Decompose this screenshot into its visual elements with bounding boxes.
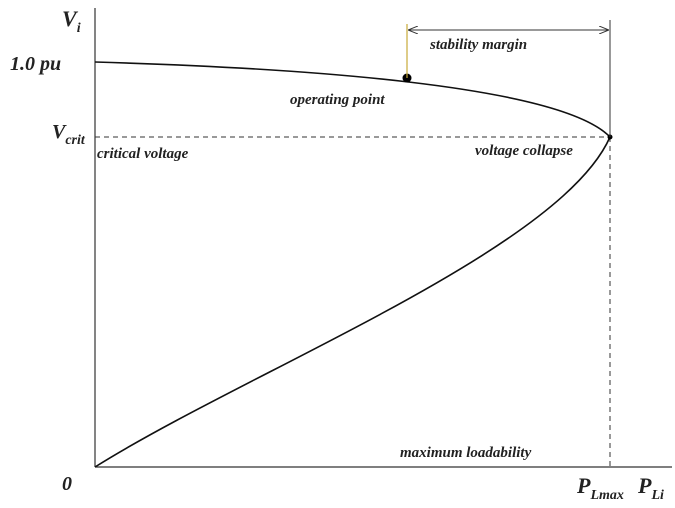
y-axis-subscript: i: [77, 21, 81, 36]
vcrit-subscript: crit: [65, 133, 86, 148]
y-axis-symbol: V: [62, 6, 79, 31]
vcrit-label: Vcrit: [52, 121, 86, 148]
critical-voltage-text: critical voltage: [97, 146, 189, 162]
pmax-symbol: P: [576, 473, 591, 498]
origin-label: 0: [62, 473, 72, 495]
voltage-collapse-text: voltage collapse: [475, 143, 573, 159]
x-axis-subscript: Li: [650, 488, 664, 503]
y-axis-label: Vi: [62, 6, 81, 36]
pmax-subscript: Lmax: [589, 488, 623, 503]
lower-branch: [94, 136, 611, 468]
stability-margin-text: stability margin: [429, 37, 527, 53]
x-axis-label: PLi: [637, 473, 664, 503]
upper-branch: [94, 61, 611, 138]
x-axis-symbol: P: [637, 473, 652, 498]
pmax-label: PLmax: [576, 473, 624, 503]
nominal-voltage-label: 1.0 pu: [10, 53, 61, 75]
vcrit-symbol: V: [52, 121, 67, 143]
operating-point-text: operating point: [290, 92, 385, 108]
max-loadability-text: maximum loadability: [400, 445, 532, 461]
